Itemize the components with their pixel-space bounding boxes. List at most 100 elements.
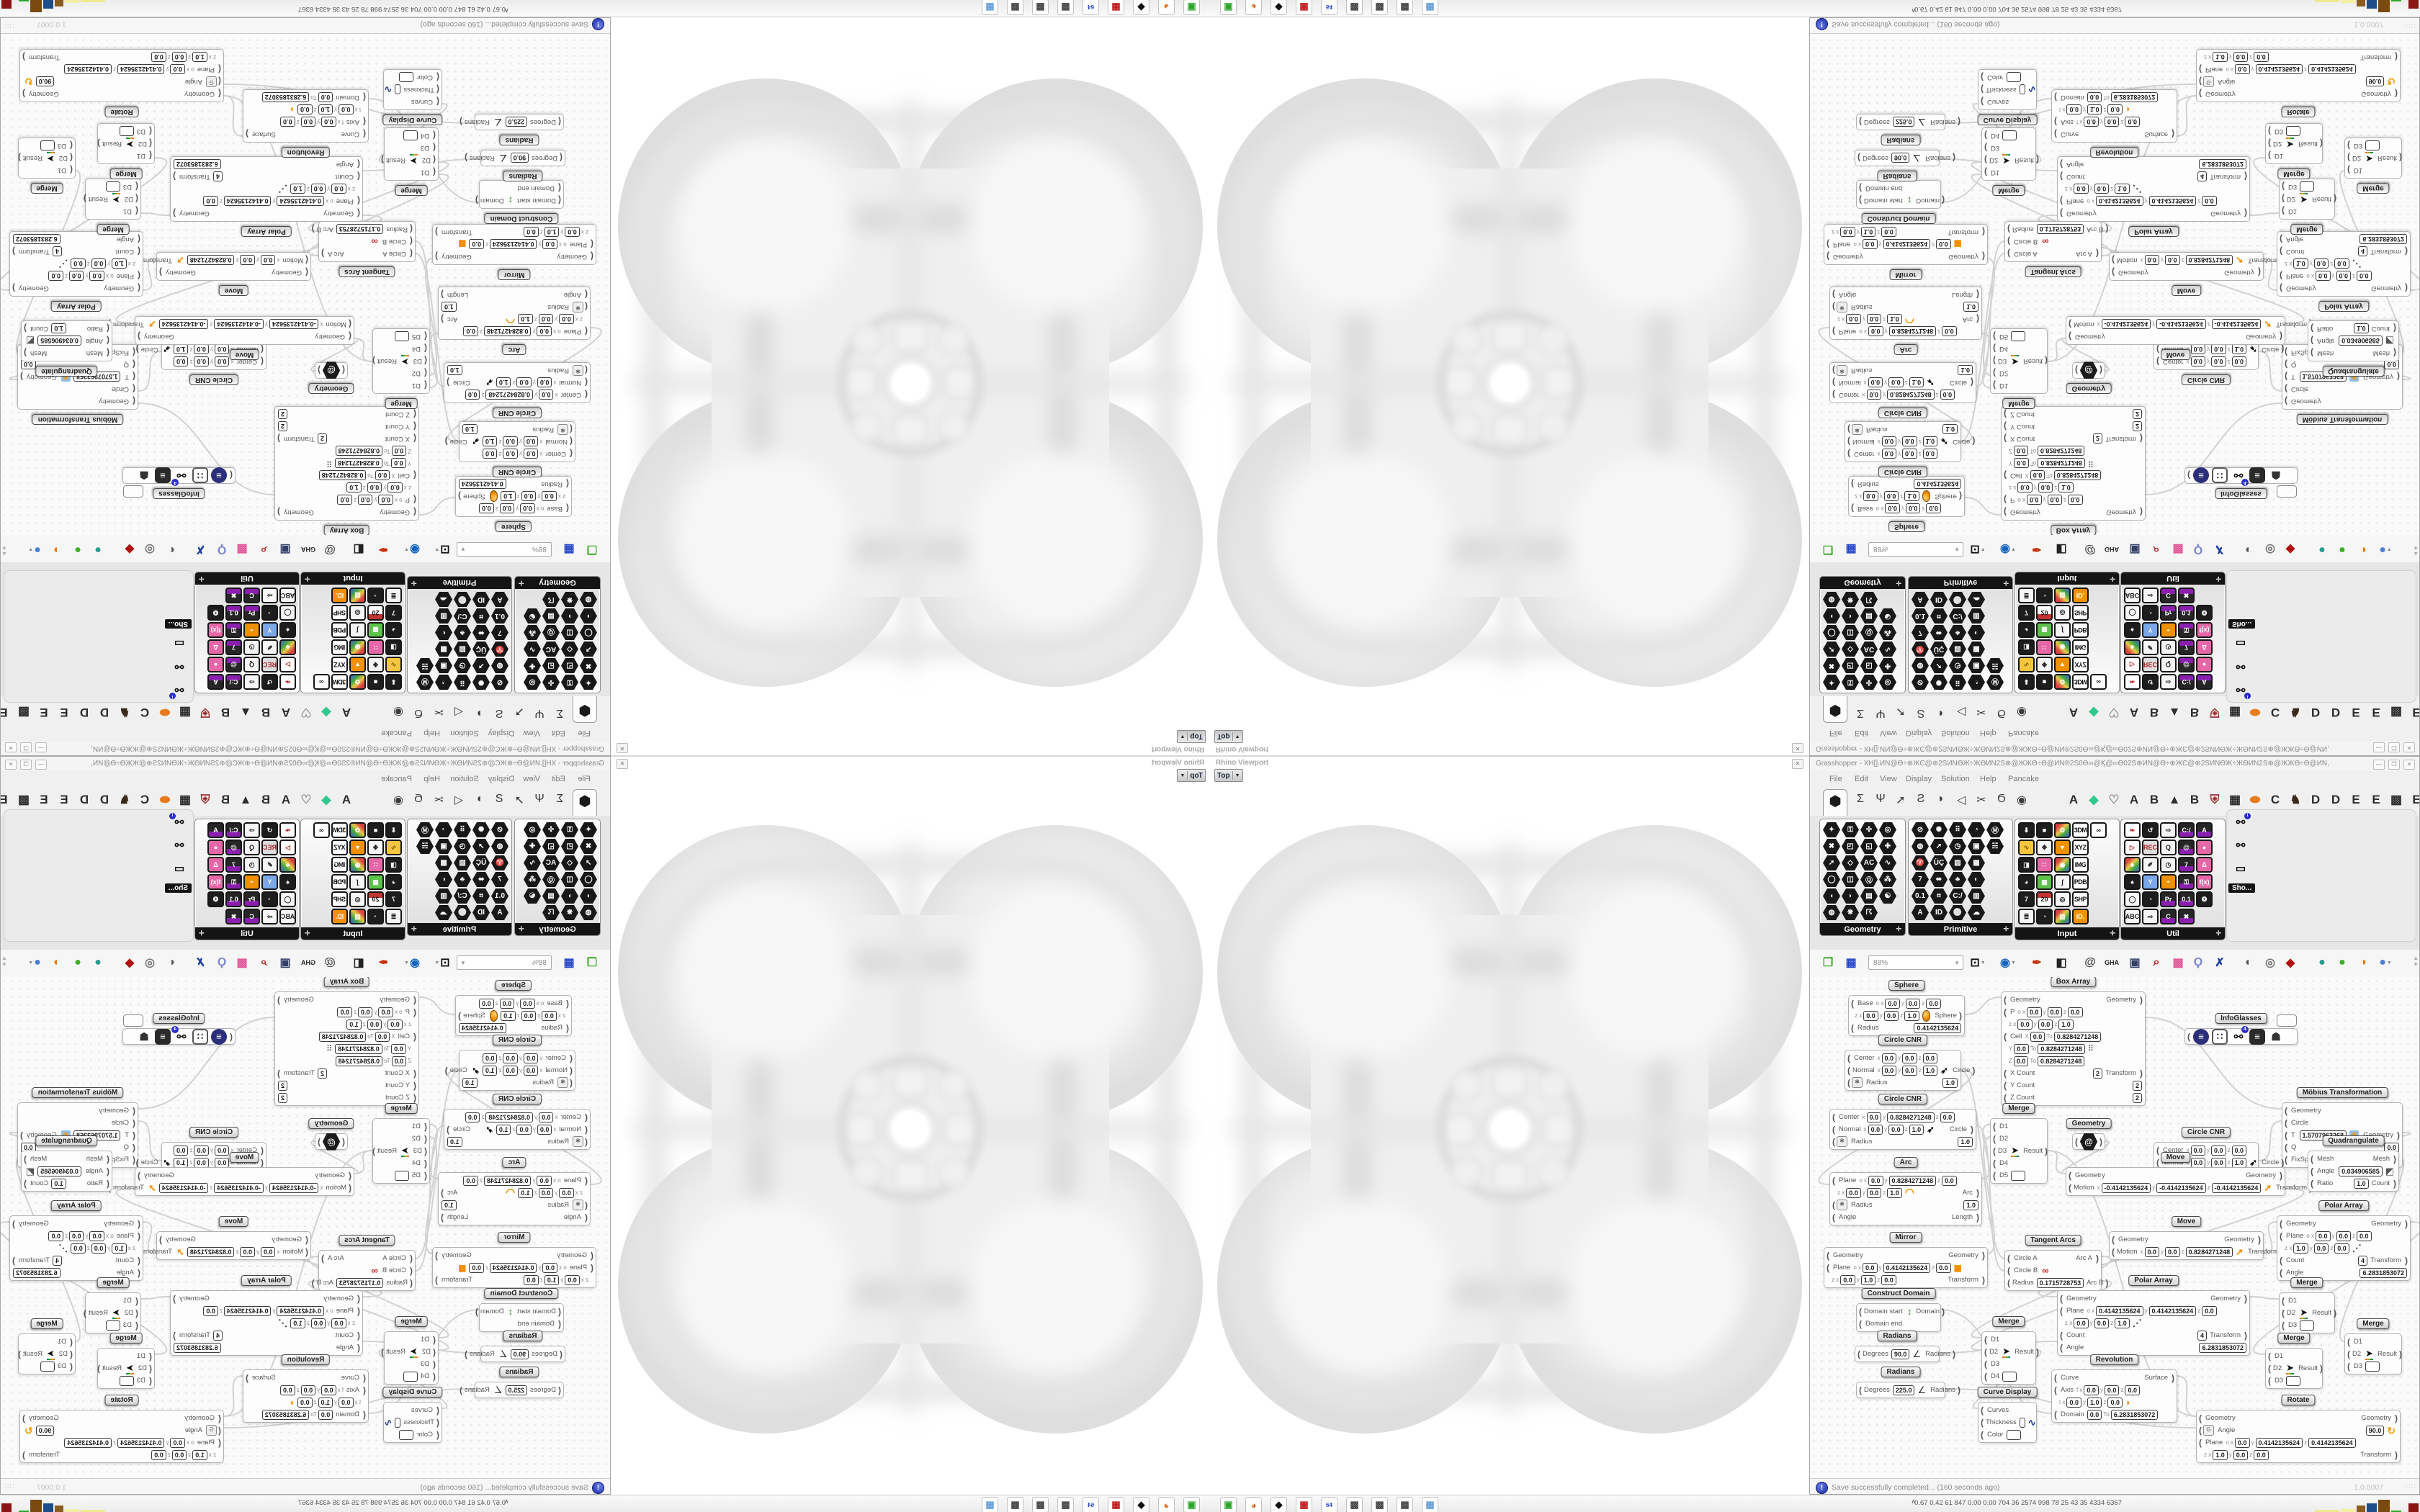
category-tab-15[interactable]: ▲ — [239, 793, 252, 806]
value-box[interactable]: 1.0 — [173, 344, 189, 355]
close-button[interactable]: ✕ — [5, 742, 17, 752]
palette-component-icon[interactable]: ❧ — [279, 822, 296, 838]
palette-component-icon[interactable]: ✐ — [2142, 857, 2159, 873]
palette-component-icon[interactable]: ⚿ — [2178, 874, 2195, 890]
palette-component-icon[interactable]: Ⓠ — [542, 872, 560, 887]
value-box[interactable]: 0.0 — [214, 1157, 230, 1168]
palette-component-icon[interactable]: ⚿ — [2178, 622, 2195, 638]
value-box[interactable]: -0.4142135624 — [2156, 1182, 2206, 1193]
palette-component-icon[interactable]: 7 — [2018, 605, 2035, 621]
sphere-orange-button[interactable]: ◑ — [53, 544, 60, 556]
palette-component-icon[interactable]: ✦ — [580, 822, 597, 837]
palette-component-icon[interactable]: PDB — [2072, 874, 2089, 890]
value-box[interactable]: 0.4142135624 — [117, 1437, 165, 1448]
gha-button[interactable]: GHA — [301, 959, 315, 966]
palette-component-icon[interactable]: IMG — [331, 857, 348, 873]
palette-component-icon[interactable]: Y — [261, 622, 278, 638]
palette-component-icon[interactable]: ✐ — [2142, 639, 2159, 655]
palette-component-icon[interactable]: ABC — [279, 588, 296, 603]
value-box[interactable] — [2011, 331, 2026, 342]
menu-help[interactable]: Help — [424, 729, 440, 737]
palette-component-icon[interactable]: ✚ — [524, 839, 541, 854]
value-box[interactable]: 0.0 — [2315, 271, 2331, 282]
palette-component-icon[interactable]: ⇨ — [243, 674, 260, 690]
value-box[interactable]: 0.0 — [203, 1305, 218, 1316]
taskbar-icon-firefox[interactable]: ◕ — [1245, 0, 1262, 15]
overflow-icon-1[interactable]: ⚯ — [174, 840, 184, 852]
value-box[interactable]: 0.0 — [300, 117, 316, 127]
sketch-button[interactable]: ✒ — [2032, 957, 2042, 969]
value-box[interactable]: 6.2831853072 — [261, 1409, 310, 1420]
value-box[interactable]: 0.0 — [503, 1065, 518, 1076]
palette-component-icon[interactable]: ✖ — [2178, 588, 2195, 603]
palette-footer-geometry[interactable]: Geometry ✛ — [515, 577, 600, 589]
palette-component-icon[interactable]: ID. — [2072, 588, 2089, 603]
value-box[interactable]: 0.4142135624 — [277, 196, 325, 207]
category-tab-0[interactable]: ⬢ — [573, 696, 597, 723]
palette-component-icon[interactable]: ▨ — [454, 642, 471, 657]
palette-component-icon[interactable]: Δ — [2196, 857, 2213, 873]
sphere-orange-button[interactable]: ◑ — [2360, 956, 2367, 968]
palette-component-icon[interactable]: ✥ — [2036, 657, 2053, 672]
palette-component-icon[interactable]: ◔ — [2036, 588, 2053, 603]
value-box[interactable]: 1.0 — [447, 1136, 462, 1147]
node-polar-array-1[interactable]: (Geometry Geometry)(Plane o x 0.4142135624 y… — [2057, 1290, 2250, 1356]
value-box[interactable]: 0.0 — [463, 326, 478, 337]
value-box[interactable]: 0.0 — [1942, 326, 1957, 337]
value-box[interactable]: 0.0 — [2165, 1246, 2180, 1257]
palette-component-icon[interactable]: ◨ — [385, 857, 402, 873]
value-box[interactable]: 0.0 — [524, 227, 539, 238]
overflow-icon-1[interactable]: ⚯ — [2236, 660, 2246, 672]
palette-component-icon[interactable]: C — [2160, 909, 2177, 924]
value-box[interactable]: 1.0 — [192, 1449, 207, 1460]
node-circle-cnr-2[interactable]: (Center x 0.0 y 0.8284271248 z 0.0(Normal x 0.0 y… — [1829, 362, 1976, 403]
value-box[interactable]: 0.0 — [2125, 1385, 2140, 1395]
palette-component-icon[interactable]: ⠿ — [454, 675, 471, 690]
palette-component-icon[interactable]: ➚ — [472, 658, 490, 673]
value-box[interactable]: 0.0 — [2144, 255, 2160, 266]
sphere-blue-button[interactable]: ● ▼ — [28, 956, 41, 968]
palette-component-icon[interactable]: ⬇ — [385, 822, 402, 838]
palette-component-icon[interactable]: ⚪ — [1949, 905, 1966, 920]
palette-component-icon[interactable]: ▼ — [2054, 657, 2071, 672]
value-box[interactable]: 1.0 — [1909, 1124, 1924, 1135]
palette-component-icon[interactable]: IMG — [2072, 857, 2089, 873]
value-box[interactable]: 0.0 — [2027, 495, 2042, 505]
expression-icon[interactable]: ✱ — [1852, 424, 1863, 435]
palette-component-icon[interactable]: ∷ — [2036, 639, 2053, 655]
infoglasses-button-1[interactable]: ∷ — [2212, 467, 2228, 484]
node-move-1[interactable]: (Geometry Geometry)(Motion x -0.4142135624 y… — [2066, 1167, 2312, 1196]
value-box[interactable]: 0.0 — [1868, 1175, 1883, 1186]
value-box[interactable]: 0.0 — [1936, 239, 1951, 250]
palette-component-icon[interactable]: ⚿ — [1842, 822, 1859, 837]
window-pen-button[interactable]: ▣ — [2129, 957, 2141, 969]
category-tab-1[interactable]: Σ — [556, 793, 563, 805]
palette-component-icon[interactable]: 20 — [2036, 891, 2053, 907]
value-box[interactable]: 2 — [317, 1068, 327, 1079]
category-tab-7[interactable]: ✂ — [1976, 706, 1986, 718]
value-box[interactable]: 0.0 — [194, 1145, 209, 1156]
value-box[interactable]: 0.8284271248 — [1888, 326, 1937, 337]
node-geometry-param[interactable]: (@) — [315, 362, 348, 379]
taskbar-icon-maze-app-2[interactable]: ▩ — [1032, 1497, 1049, 1512]
sphere-blue-button[interactable]: ● ▼ — [28, 544, 41, 556]
node-merge-3[interactable]: (D1(D2 ➤ Result)(D3 — [84, 179, 141, 220]
value-box[interactable]: 0.0 — [565, 1274, 580, 1285]
palette-component-icon[interactable]: 7 — [1912, 872, 1929, 887]
maximize-button[interactable]: ❐ — [20, 760, 32, 770]
palette-component-icon[interactable]: 20 — [2036, 605, 2053, 621]
overflow-icon-2[interactable]: ▭ — [2235, 637, 2246, 649]
palette-component-icon[interactable]: ID — [472, 905, 490, 920]
infoglasses-button-1[interactable]: ∷ — [2212, 1028, 2228, 1045]
node-radians-2[interactable]: (Degrees 225.0 ∠ Radians) — [460, 1382, 564, 1398]
value-box[interactable]: 0.0 — [1902, 449, 1917, 459]
value-box[interactable]: 0.4142135624 — [223, 196, 272, 207]
value-box[interactable]: -0.4142135624 — [214, 319, 264, 330]
overflow-icon-0[interactable]: ⚯ i — [2230, 682, 2251, 699]
value-box[interactable]: 0.0 — [2038, 482, 2053, 493]
infoglasses-button-1[interactable]: ∷ — [192, 1028, 208, 1045]
palette-component-icon[interactable]: ≣ — [2018, 588, 2035, 603]
menu-help[interactable]: Help — [1980, 729, 1996, 737]
palette-component-icon[interactable]: C:/ — [225, 822, 242, 838]
